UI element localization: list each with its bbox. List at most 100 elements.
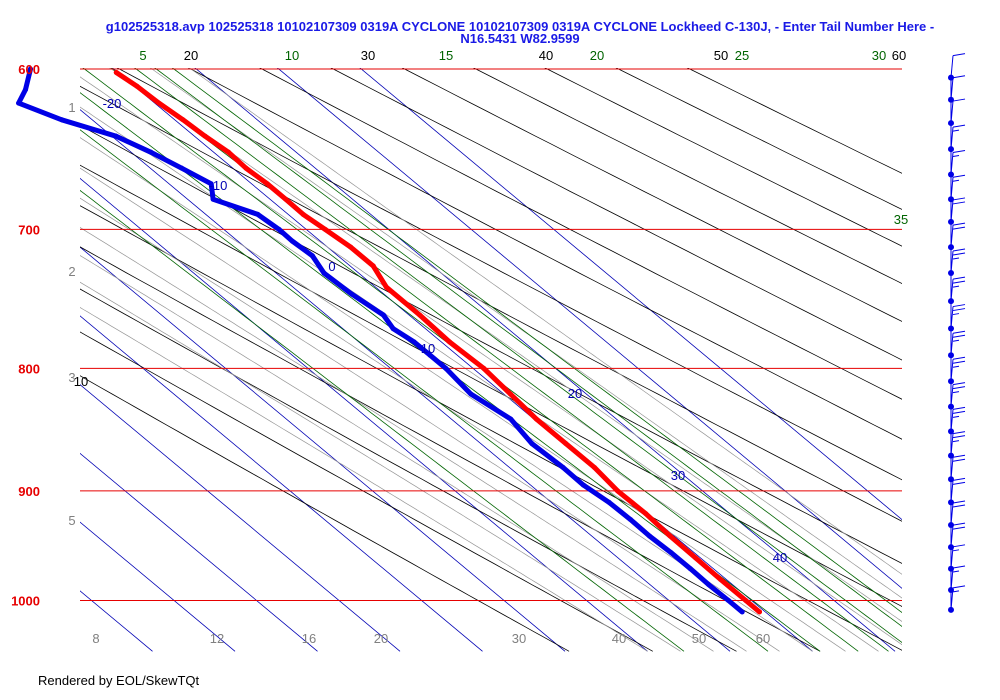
wind-barb-staff — [950, 546, 954, 569]
mixing-ratio-label: 35 — [894, 212, 908, 227]
dewpoint-profile-point — [289, 238, 295, 244]
wind-barb-half-flag — [952, 339, 960, 342]
temperature-profile-point — [264, 181, 270, 187]
isotherm-line — [359, 68, 902, 521]
wind-barbs — [948, 53, 966, 613]
dewpoint-profile-point — [687, 566, 693, 572]
moist-adiabat-line — [80, 226, 747, 652]
bottom-temperature-label: 30 — [512, 631, 526, 646]
moist-adiabat-line — [80, 137, 846, 652]
wind-barb-staff — [950, 55, 954, 78]
dry-adiabat-line — [80, 124, 902, 564]
dewpoint-profile-point — [113, 133, 119, 139]
mixing-ratio-label: 25 — [735, 48, 749, 63]
temperature-profile-point — [348, 244, 354, 250]
pressure-axis-label: 600 — [18, 62, 40, 77]
wind-barb-flag — [952, 248, 966, 252]
dewpoint-profile-point — [276, 226, 282, 232]
temperature-profile-point — [693, 555, 699, 561]
wind-barb-flag — [952, 585, 966, 589]
height-km-label: 1 — [68, 100, 75, 115]
renderer-footer: Rendered by EOL/SkewTQt — [38, 673, 200, 688]
wind-barb-flag — [952, 360, 966, 364]
pressure-axis-label: 700 — [18, 222, 40, 237]
temperature-profile-point — [322, 226, 328, 232]
bottom-temperature-label: 12 — [210, 631, 224, 646]
temperature-profile-point — [134, 83, 140, 89]
moist-adiabat-line — [149, 68, 902, 599]
wind-barb-half-flag — [952, 313, 960, 316]
dewpoint-profile-point — [668, 550, 674, 556]
isotherm-line — [80, 384, 401, 652]
wind-barb-half-flag — [952, 257, 960, 260]
wind-barb-half-flag — [952, 391, 960, 394]
mixing-ratio-line — [154, 68, 902, 628]
isotherm-label: -10 — [209, 178, 228, 193]
moist-adiabat-line — [80, 167, 813, 652]
dewpoint-profile-point — [726, 598, 731, 603]
wind-barb-flag — [952, 435, 966, 439]
dewpoint-profile-point — [27, 66, 33, 72]
wind-barb-half-flag — [952, 285, 960, 288]
bottom-temperature-label: 8 — [92, 631, 99, 646]
dry-adiabat-line — [615, 68, 902, 210]
temperature-profile-point — [113, 69, 119, 75]
dewpoint-profile-point — [255, 211, 261, 217]
dewpoint-profile-point — [627, 516, 633, 522]
wind-barb-staff — [950, 225, 954, 248]
pressure-axis-label: 800 — [18, 361, 40, 376]
dry-adiabat-line — [544, 68, 902, 247]
wind-barb-flag — [952, 458, 966, 462]
temperature-profile-point — [507, 391, 513, 397]
wind-barb-flag — [952, 304, 966, 308]
dry-adiabat-line — [80, 375, 570, 652]
temperature-profile-point — [370, 263, 376, 269]
isotherm-label: -20 — [103, 96, 122, 111]
moist-adiabat-line — [188, 68, 902, 575]
dewpoint-profile-point — [16, 100, 22, 106]
dry-adiabat-label: 30 — [361, 48, 375, 63]
dewpoint-profile-point — [22, 87, 28, 93]
bottom-temperature-label: 60 — [756, 631, 770, 646]
wind-barb-flag — [952, 222, 966, 226]
mixing-ratio-line — [80, 189, 685, 652]
isotherm-line — [80, 177, 648, 652]
isotherm-line — [80, 109, 731, 652]
wind-barb-staff — [950, 152, 954, 175]
wind-barb-flag — [952, 197, 966, 201]
dry-adiabat-line — [330, 68, 902, 361]
dewpoint-profile-point — [210, 196, 216, 202]
dry-adiabat-line — [80, 288, 737, 652]
wind-barb-staff — [950, 409, 954, 432]
isotherm-line — [80, 590, 153, 652]
wind-barb-half-flag — [952, 415, 960, 418]
dewpoint-profile-point — [606, 499, 612, 505]
wind-barb-flag — [952, 124, 966, 128]
chart-grid — [80, 68, 902, 652]
dewpoint-profile-point — [208, 181, 214, 187]
wind-barb-half-flag — [952, 365, 960, 368]
wind-barb-flag — [952, 481, 966, 485]
dewpoint-profile-point — [349, 291, 355, 297]
dewpoint-profile-point — [560, 464, 566, 470]
dry-adiabat-line — [80, 205, 902, 651]
wind-barb-staff — [950, 433, 954, 456]
dry-adiabat-label: 40 — [539, 48, 553, 63]
isotherm-label: 40 — [773, 550, 787, 565]
dry-adiabat-label: 60 — [892, 48, 906, 63]
temperature-profile-point — [202, 133, 208, 139]
wind-barb-half-flag — [952, 154, 960, 157]
isobars — [80, 68, 902, 601]
wind-barb-staff — [950, 77, 954, 100]
temperature-profile-point — [533, 416, 539, 422]
isotherm-line — [80, 521, 236, 652]
bottom-temperature-label: 50 — [692, 631, 706, 646]
mixing-ratio-line — [171, 68, 902, 614]
wind-barb-flag — [952, 526, 966, 530]
wind-barb-half-flag — [952, 440, 960, 443]
wind-barb-staff — [950, 101, 954, 124]
wind-barb-half-flag — [952, 549, 960, 552]
dewpoint-profile-point — [427, 352, 433, 358]
wind-barb-half-flag — [952, 570, 960, 573]
wind-barb-flag — [952, 75, 966, 79]
